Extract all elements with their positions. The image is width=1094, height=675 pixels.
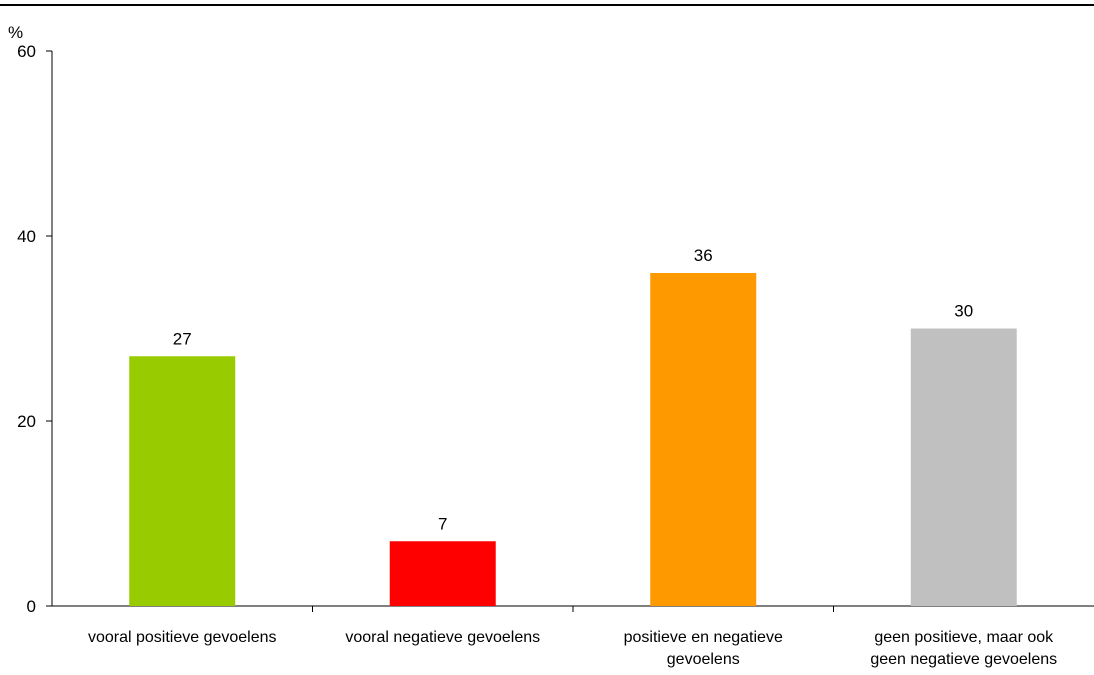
data-label: 36 [694, 246, 713, 265]
category-label: vooral positieve gevoelens [88, 629, 277, 646]
category-label: vooral negatieve gevoelens [345, 629, 540, 646]
y-axis: 0 20 40 60 [17, 42, 53, 616]
category-labels: vooral positieve gevoelens vooral negatie… [88, 629, 1057, 668]
y-tick-label: 40 [17, 227, 36, 246]
category-label: geen positieve, maar ook [874, 629, 1054, 646]
y-tick-label: 60 [17, 42, 36, 61]
bar [650, 273, 757, 606]
category-label: gevoelens [667, 651, 740, 668]
bar [129, 356, 236, 606]
y-tick-label: 0 [27, 597, 36, 616]
data-label: 7 [438, 514, 447, 533]
y-axis-unit-label: % [8, 23, 23, 42]
y-tick-label: 20 [17, 412, 36, 431]
data-label: 30 [954, 302, 973, 321]
bars [129, 273, 1017, 606]
bar [910, 328, 1017, 606]
x-axis [52, 605, 1094, 612]
category-label: positieve en negatieve [624, 629, 783, 646]
data-label: 27 [173, 329, 192, 348]
category-label: geen negatieve gevoelens [870, 651, 1057, 668]
bar [389, 541, 496, 606]
data-labels: 27 7 36 30 [173, 246, 973, 533]
